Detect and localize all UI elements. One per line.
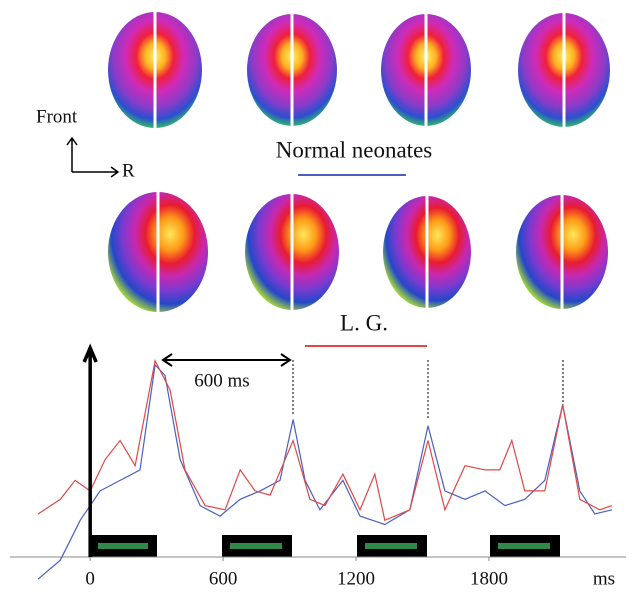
x-tick-label: 600 [209,568,238,589]
interval-label: 600 ms [194,370,249,391]
y-axis-arrow [82,343,98,557]
x-tick-label: 1800 [470,568,508,589]
series-line [37,363,613,580]
orientation [66,136,120,178]
series-line [37,358,613,522]
interval-arrow [161,353,292,367]
plot: 0 600 1200 1800 [37,343,613,589]
stimuli [90,535,560,557]
x-tick-label: 0 [85,568,95,589]
peak-markers [292,360,564,420]
right-label: R [122,160,135,181]
x-axis-label: ms [593,568,615,589]
legend-label: Normal neonates [276,137,433,162]
x-tick-label: 1200 [337,568,375,589]
legend-label: L. G. [340,310,388,335]
front-label: Front [36,106,78,127]
scalp-maps [108,12,610,312]
